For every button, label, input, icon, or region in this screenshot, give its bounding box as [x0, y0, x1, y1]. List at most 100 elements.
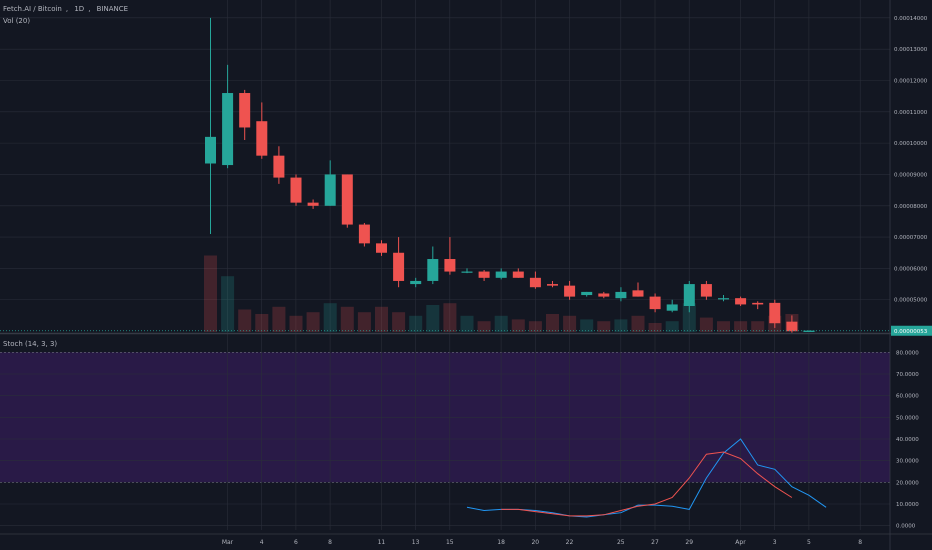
volume-bar[interactable] [631, 315, 645, 332]
price-tick-label: 0.00008000 [894, 204, 928, 210]
candle-body[interactable] [205, 136, 216, 164]
volume-bar[interactable] [426, 305, 440, 332]
stoch-tick-label: 70.0000 [896, 372, 919, 378]
candle-body[interactable] [615, 291, 627, 299]
x-tick-label: 11 [378, 539, 386, 546]
x-tick-label: 8 [328, 539, 332, 546]
candle-body[interactable] [239, 93, 251, 128]
candle-body[interactable] [786, 321, 798, 332]
volume-bar[interactable] [511, 319, 525, 332]
candle-body[interactable] [632, 290, 644, 297]
price-tick-label: 0.00013000 [894, 47, 928, 53]
candle-body[interactable] [478, 271, 490, 278]
candle-body[interactable] [649, 296, 661, 310]
candle-body[interactable] [461, 271, 473, 273]
candle-body[interactable] [752, 302, 764, 305]
candle-body[interactable] [581, 291, 593, 296]
x-tick-label: 13 [412, 539, 420, 546]
x-tick-label: 20 [531, 539, 539, 546]
x-tick-label: Mar [222, 539, 234, 546]
candle-body[interactable] [598, 293, 610, 297]
candle-body[interactable] [444, 259, 456, 272]
x-tick-label: 6 [294, 539, 298, 546]
exchange: BINANCE [96, 5, 129, 13]
volume-bar[interactable] [255, 314, 269, 332]
candle-body[interactable] [358, 224, 370, 244]
x-tick-label: 25 [617, 539, 625, 546]
volume-bar[interactable] [323, 303, 337, 332]
volume-bar[interactable] [306, 312, 320, 332]
stoch-legend[interactable]: Stoch (14, 3, 3) [3, 340, 61, 348]
candle-body[interactable] [290, 177, 302, 203]
candle-body[interactable] [222, 93, 234, 166]
volume-bar[interactable] [665, 321, 679, 332]
volume-bar[interactable] [597, 321, 611, 332]
volume-bar[interactable] [528, 321, 542, 332]
candle-body[interactable] [512, 271, 524, 278]
candle-body[interactable] [666, 304, 678, 311]
volume-indicator-label: Vol (20) [3, 17, 31, 25]
candle-body[interactable] [769, 302, 781, 324]
candle-body[interactable] [564, 285, 576, 297]
volume-bar[interactable] [392, 312, 406, 332]
volume-legend[interactable]: Vol (20) [3, 17, 34, 25]
candle-body[interactable] [376, 243, 387, 253]
candle-body[interactable] [803, 330, 815, 332]
interval: 1D [74, 5, 85, 13]
volume-bar[interactable] [357, 312, 371, 332]
candle-body[interactable] [529, 277, 541, 288]
volume-bar[interactable] [751, 321, 765, 332]
candle-body[interactable] [341, 174, 353, 225]
volume-bar[interactable] [648, 323, 662, 332]
candle-body[interactable] [700, 284, 712, 297]
candle-body[interactable] [256, 121, 268, 156]
volume-bar[interactable] [460, 315, 474, 332]
candle-body[interactable] [718, 298, 729, 300]
candle-body[interactable] [273, 155, 285, 178]
symbol-name: Fetch.AI / Bitcoin [3, 5, 62, 13]
stoch-tick-label: 40.0000 [896, 437, 919, 443]
x-tick-label: 8 [858, 539, 862, 546]
x-tick-label: 5 [807, 539, 811, 546]
price-tick-label: 0.00009000 [894, 172, 928, 178]
volume-bar[interactable] [409, 315, 423, 332]
volume-bar[interactable] [699, 317, 713, 332]
volume-bar[interactable] [494, 315, 508, 332]
candle-body[interactable] [324, 174, 336, 206]
candle-body[interactable] [495, 271, 507, 278]
volume-bar[interactable] [546, 314, 559, 332]
volume-bar[interactable] [289, 315, 303, 332]
volume-bar[interactable] [238, 309, 252, 333]
stoch-tick-label: 30.0000 [896, 459, 919, 465]
volume-bar[interactable] [614, 319, 628, 332]
volume-bar[interactable] [580, 319, 594, 332]
volume-bar[interactable] [734, 321, 748, 332]
current-price-value: 0.00000053 [894, 329, 928, 335]
x-tick-label: 18 [497, 539, 505, 546]
volume-bar[interactable] [272, 306, 286, 332]
candle-body[interactable] [410, 280, 422, 285]
volume-bar[interactable] [204, 255, 217, 333]
candle-body[interactable] [547, 284, 558, 286]
volume-bar[interactable] [221, 276, 235, 332]
current-price-tag[interactable] [891, 325, 932, 336]
volume-bar[interactable] [443, 303, 457, 332]
volume-bar[interactable] [563, 315, 577, 332]
volume-bar[interactable] [375, 306, 388, 332]
price-tick-label: 0.00014000 [894, 16, 928, 22]
price-tick-label: 0.00010000 [894, 141, 928, 147]
volume-bar[interactable] [477, 321, 491, 332]
candle-body[interactable] [307, 202, 319, 206]
candle-body[interactable] [735, 298, 747, 305]
candle-body[interactable] [393, 252, 405, 281]
stoch-tick-label: 50.0000 [896, 415, 919, 421]
x-tick-label: 4 [260, 539, 264, 546]
volume-bar[interactable] [717, 321, 730, 332]
candle-body[interactable] [427, 259, 439, 281]
symbol-legend[interactable]: Fetch.AI / Bitcoin, 1D, BINANCE [3, 5, 129, 13]
stoch-d-line[interactable] [501, 451, 793, 517]
volume-bar[interactable] [340, 306, 354, 332]
volume-bar[interactable] [682, 303, 696, 332]
candle-body[interactable] [683, 284, 695, 307]
